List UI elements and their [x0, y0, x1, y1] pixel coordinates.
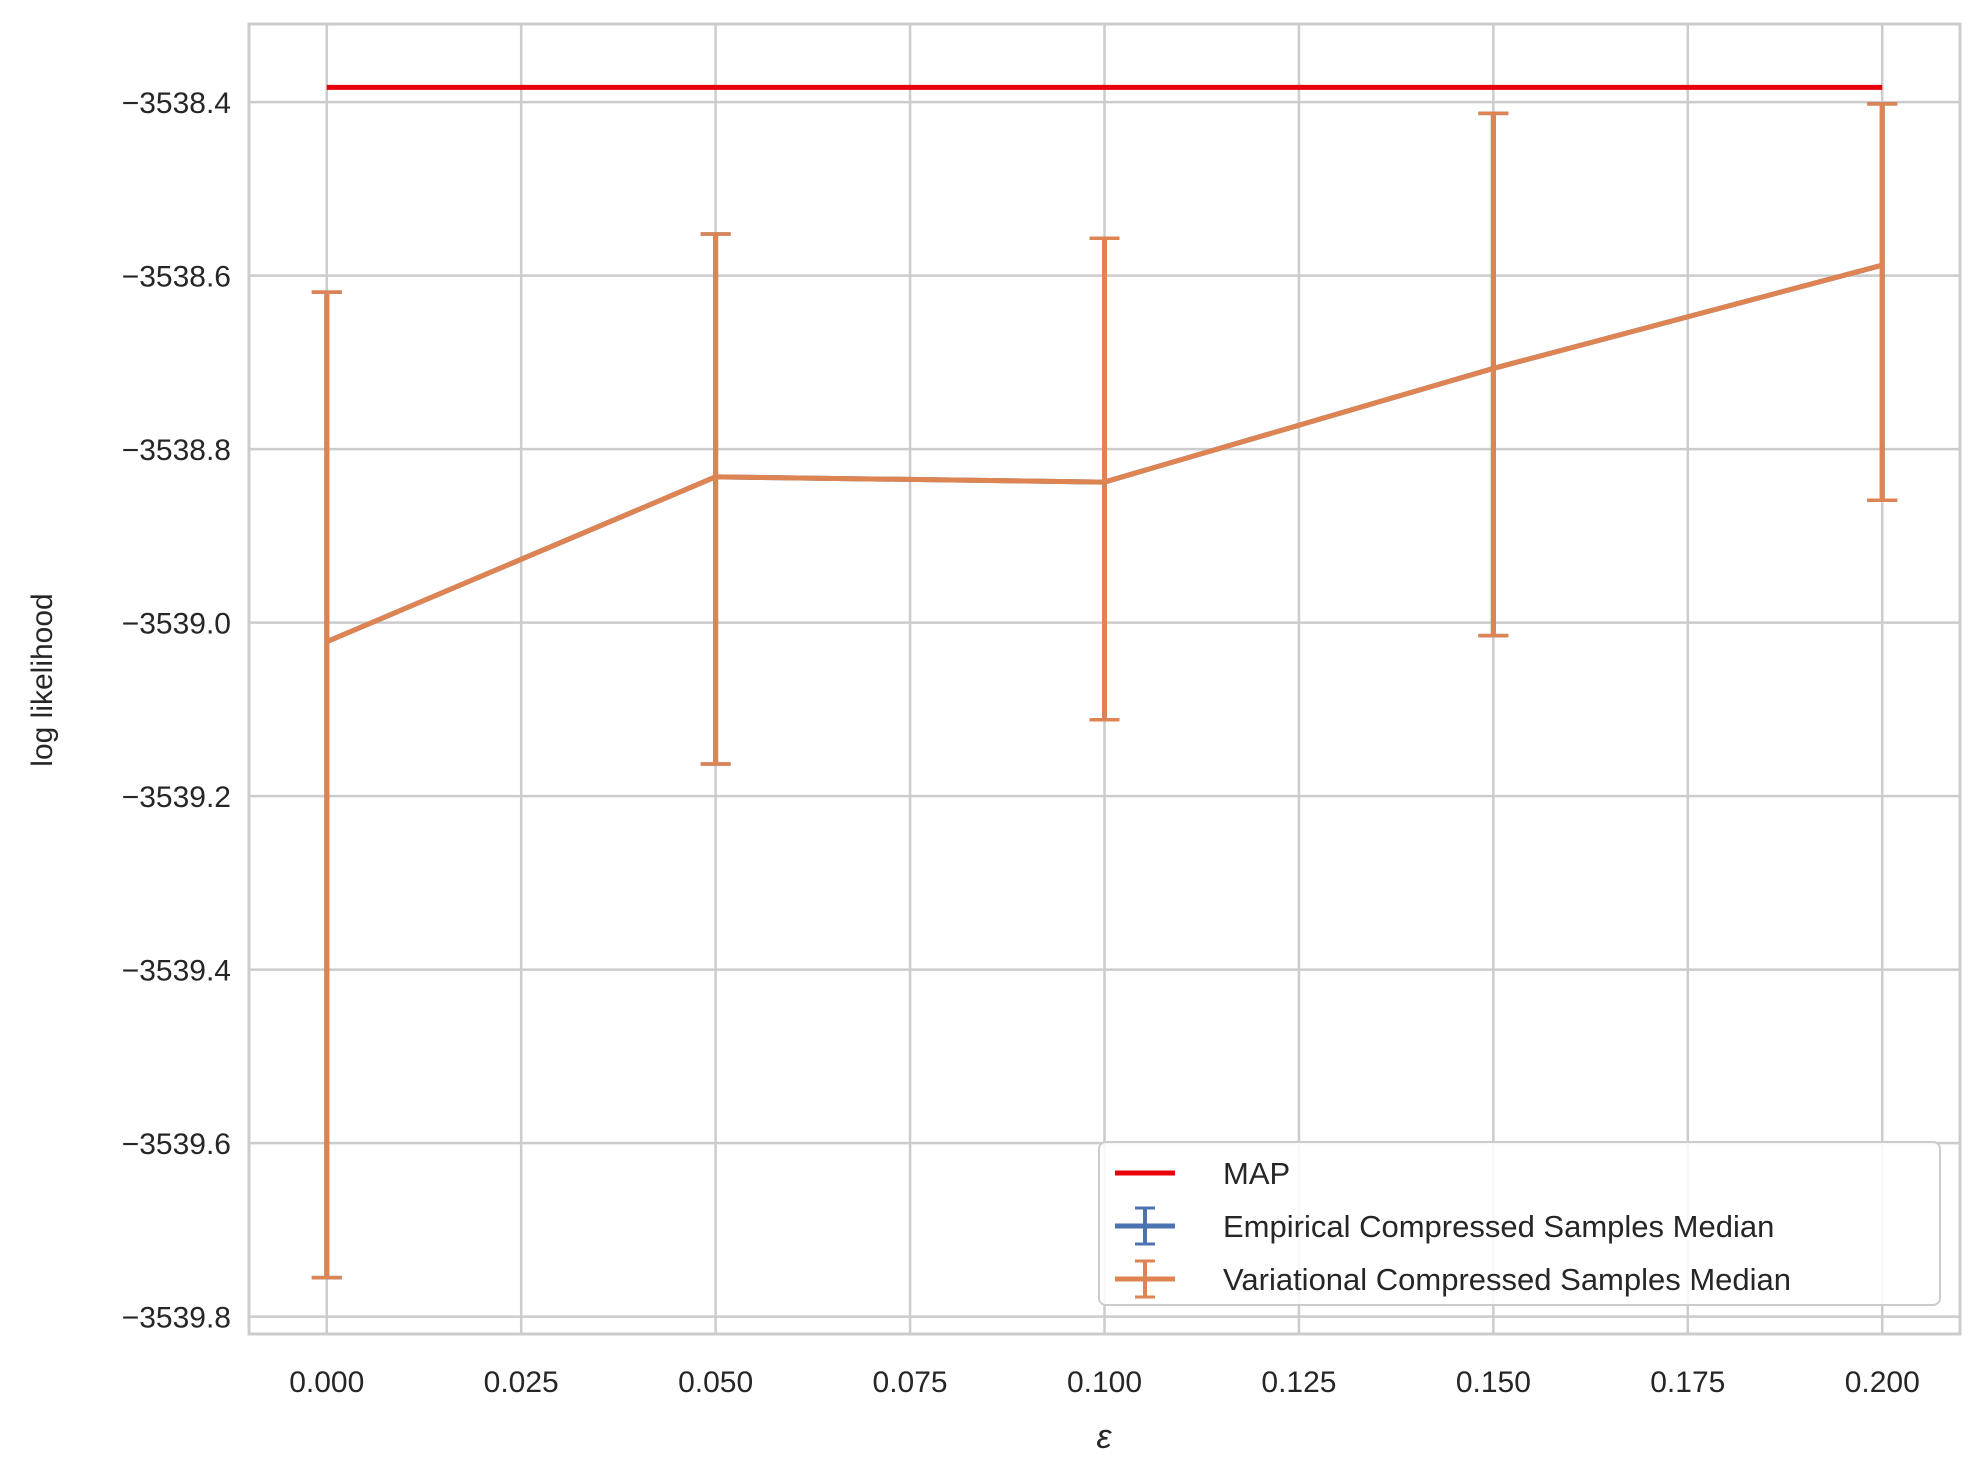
x-tick-label: 0.175: [1650, 1366, 1725, 1399]
y-tick-label: −3538.6: [122, 261, 231, 294]
legend-entry: Empirical Compressed Samples Median: [1115, 1206, 1774, 1246]
plot-series: [311, 84, 1898, 1280]
legend-entry: MAP: [1115, 1156, 1290, 1191]
series-variational-compressed-samples-median: [311, 102, 1898, 1280]
legend-entry: Variational Compressed Samples Median: [1115, 1259, 1791, 1299]
y-tick-label: −3539.2: [122, 781, 231, 814]
median-line: [325, 262, 1883, 644]
x-tick-label: 0.150: [1456, 1366, 1531, 1399]
x-tick-label: 0.050: [678, 1366, 753, 1399]
legend-label: Variational Compressed Samples Median: [1223, 1262, 1791, 1297]
legend: MAP Empirical Compressed Samples Median Va…: [1098, 1141, 1941, 1306]
y-axis-ticks: −3538.4 −3538.6 −3538.8 −3539.0 −3539.2 −3539…: [122, 87, 231, 1335]
x-tick-label: 0.200: [1845, 1366, 1920, 1399]
x-tick-label: 0.025: [484, 1366, 559, 1399]
y-tick-label: −3539.8: [122, 1302, 231, 1335]
y-tick-label: −3538.4: [122, 87, 231, 120]
x-axis-ticks: 0.000 0.025 0.050 0.075 0.100 0.125 0.150 0.175…: [289, 1366, 1920, 1399]
y-tick-label: −3538.8: [122, 434, 231, 467]
y-axis-label: log likelihood: [26, 593, 59, 766]
x-tick-label: 0.100: [1067, 1366, 1142, 1399]
legend-label: Empirical Compressed Samples Median: [1223, 1209, 1774, 1244]
y-tick-label: −3539.0: [122, 608, 231, 641]
x-axis-label: ε: [1097, 1418, 1113, 1456]
x-tick-label: 0.000: [289, 1366, 364, 1399]
legend-label: MAP: [1223, 1156, 1290, 1191]
x-tick-label: 0.125: [1261, 1366, 1336, 1399]
plot-area-frame: [247, 22, 1962, 1336]
y-tick-label: −3539.4: [122, 955, 231, 988]
x-tick-label: 0.075: [873, 1366, 948, 1399]
y-tick-label: −3539.6: [122, 1128, 231, 1161]
legend-box: [1098, 1141, 1941, 1306]
